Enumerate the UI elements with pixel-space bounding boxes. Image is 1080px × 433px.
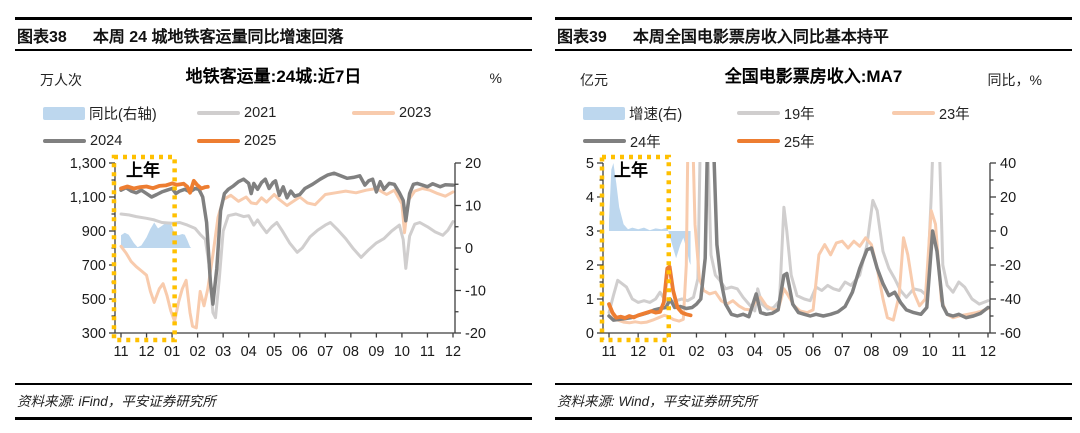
legend-label: 增速(右) xyxy=(629,106,683,123)
legend-label: 2021 xyxy=(244,105,277,121)
line-swatch-23 xyxy=(892,111,935,115)
line-swatch-2021 xyxy=(197,111,240,115)
left-axis-unit: 亿元 xyxy=(580,72,608,88)
chart-title: 地铁客运量:24城:近7日 xyxy=(185,67,362,86)
source-note: 资料来源: Wind，平安证券研究所 xyxy=(555,383,1072,420)
figure-number: 图表39 xyxy=(557,28,607,46)
legend-label: 19年 xyxy=(784,106,815,123)
left-axis-unit: 万人次 xyxy=(40,72,82,88)
legend-item-25: 25年 xyxy=(737,132,815,151)
right-axis-unit: % xyxy=(489,70,502,86)
line-swatch-2024 xyxy=(43,139,86,143)
legend-item-2021: 2021 xyxy=(197,104,276,122)
legend-label: 25年 xyxy=(784,134,815,151)
line-swatch-2023 xyxy=(352,111,395,115)
source-note: 资料来源: iFind，平安证券研究所 xyxy=(15,383,532,420)
right-axis-unit: 同比，% xyxy=(987,72,1042,88)
line-swatch-2025 xyxy=(197,139,240,143)
legend-item-2023: 2023 xyxy=(352,104,431,122)
line-swatch-19 xyxy=(737,111,780,115)
legend-label: 同比(右轴) xyxy=(89,106,157,123)
legend-label: 24年 xyxy=(630,134,661,151)
figure-39-panel: 图表39 本周全国电影票房收入同比基本持平 亿元 全国电影票房收入:MA7 同比… xyxy=(555,0,1072,433)
line-swatch-25 xyxy=(737,139,780,143)
growth-area-swatch xyxy=(583,106,625,120)
figure-39-header: 图表39 本周全国电影票房收入同比基本持平 xyxy=(555,17,1072,51)
line-swatch-24 xyxy=(583,139,626,143)
chart-title: 全国电影票房收入:MA7 xyxy=(724,67,903,86)
figure-caption: 本周全国电影票房收入同比基本持平 xyxy=(632,28,889,46)
figure-caption: 本周 24 城地铁客运量同比增速回落 xyxy=(92,28,344,46)
legend-item-yoy: 同比(右轴) xyxy=(43,104,157,123)
legend-item-growth: 增速(右) xyxy=(583,104,683,123)
legend-label: 2023 xyxy=(399,105,432,121)
legend-label: 2024 xyxy=(90,133,123,149)
legend-label: 23年 xyxy=(939,106,970,123)
figure-38-header: 图表38 本周 24 城地铁客运量同比增速回落 xyxy=(15,17,532,51)
legend-item-2025: 2025 xyxy=(197,132,276,150)
legend-item-24: 24年 xyxy=(583,132,661,151)
yoy-area-swatch xyxy=(43,106,85,120)
figure-number: 图表38 xyxy=(17,28,67,46)
figure-38-panel: 图表38 本周 24 城地铁客运量同比增速回落 万人次 地铁客运量:24城:近7… xyxy=(15,0,532,433)
legend-item-2024: 2024 xyxy=(43,132,122,150)
legend-item-23: 23年 xyxy=(892,104,970,123)
legend-label: 2025 xyxy=(244,133,277,149)
legend-item-19: 19年 xyxy=(737,104,815,123)
